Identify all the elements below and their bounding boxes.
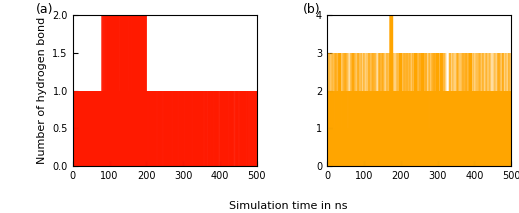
Text: Simulation time in ns: Simulation time in ns [229, 201, 347, 211]
Text: (b): (b) [303, 3, 321, 16]
Text: (a): (a) [36, 3, 53, 16]
Y-axis label: Number of hydrogen bond: Number of hydrogen bond [37, 17, 47, 164]
